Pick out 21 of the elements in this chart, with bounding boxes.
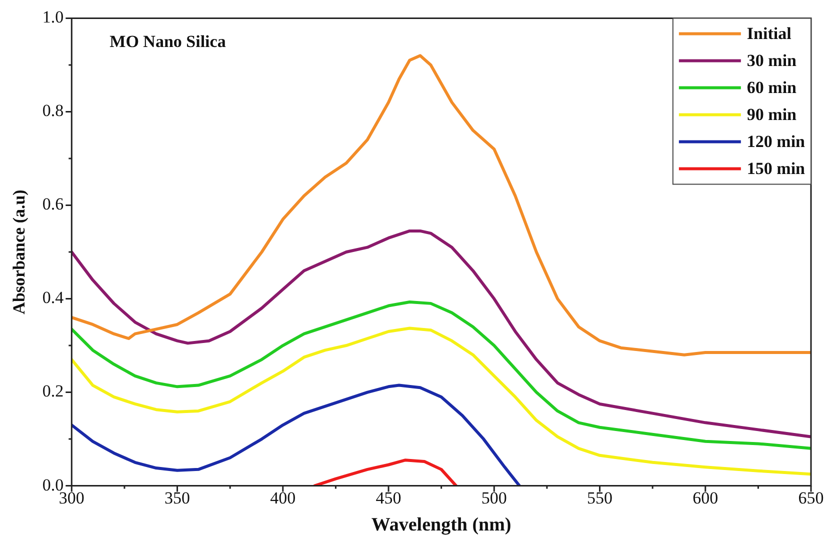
x-tick-label: 450 [376, 488, 402, 508]
legend-label: 60 min [746, 78, 798, 98]
y-axis-title: Absorbance (a.u) [10, 190, 29, 314]
y-tick-label: 0.6 [42, 194, 64, 214]
legend-label: 90 min [746, 105, 798, 124]
legend-label: 30 min [746, 51, 798, 70]
annotation: MO Nano Silica [110, 32, 226, 52]
x-tick-label: 650 [798, 488, 824, 508]
x-tick-label: 550 [587, 488, 613, 508]
legend-label: Initial [746, 24, 792, 44]
x-tick-label: 500 [481, 488, 507, 508]
legend-label: 120 min [746, 132, 806, 152]
x-tick-label: 600 [692, 488, 718, 508]
x-tick-label: 350 [164, 488, 190, 508]
y-tick-label: 1.0 [42, 8, 64, 27]
y-tick-label: 0.2 [42, 382, 64, 401]
x-axis-title: Wavelength (nm) [371, 514, 512, 536]
y-tick-label: 0.8 [42, 101, 64, 120]
legend-label: 150 min [746, 159, 806, 178]
y-tick-label: 0.4 [42, 288, 64, 308]
x-tick-label: 400 [270, 488, 296, 508]
